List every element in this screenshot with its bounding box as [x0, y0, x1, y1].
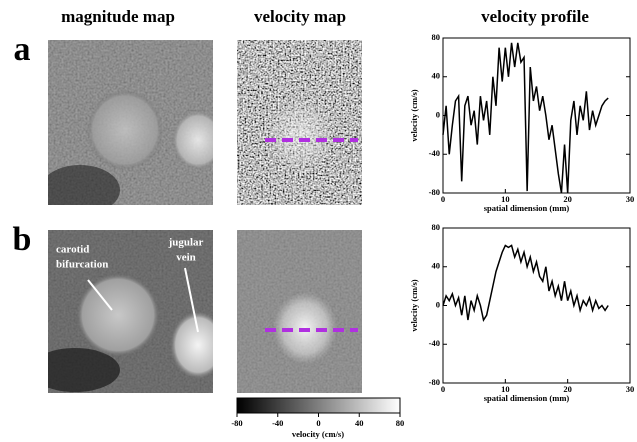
annotation: jugular [168, 237, 204, 249]
velocity-image [237, 230, 362, 393]
y-axis-label: velocity (cm/s) [409, 89, 419, 141]
x-tick-label: 10 [501, 384, 510, 394]
y-tick-label: -40 [429, 338, 440, 348]
y-tick-label: 80 [432, 32, 441, 42]
x-tick-label: 20 [563, 194, 572, 204]
header: magnitude map [61, 7, 175, 26]
magnitude-image [48, 40, 213, 205]
x-tick-label: 0 [441, 194, 445, 204]
magnitude-image [48, 230, 213, 393]
x-tick-label: 30 [626, 194, 635, 204]
panel-label: a [14, 31, 31, 68]
y-tick-label: 40 [432, 71, 441, 81]
x-tick-label: 20 [563, 384, 572, 394]
colorbar-tick-label: -80 [231, 418, 242, 428]
plot-frame [442, 37, 631, 194]
colorbar-tick-label: -40 [272, 418, 283, 428]
x-tick-label: 10 [501, 194, 510, 204]
x-tick-label: 30 [626, 384, 635, 394]
annotation: bifurcation [56, 259, 108, 271]
panel-label: b [13, 221, 32, 258]
colorbar-label: velocity (cm/s) [292, 429, 344, 439]
y-tick-label: 40 [432, 261, 441, 271]
velocity-image [237, 40, 362, 205]
y-tick-label: 80 [432, 222, 441, 232]
x-axis-label: spatial dimension (mm) [484, 393, 570, 403]
y-tick-label: 0 [436, 109, 440, 119]
velocity-line [442, 42, 609, 194]
y-tick-label: 0 [436, 299, 440, 309]
header: velocity profile [481, 7, 589, 26]
colorbar [236, 397, 401, 414]
y-axis-label: velocity (cm/s) [409, 279, 419, 331]
x-axis-label: spatial dimension (mm) [484, 203, 570, 213]
annotation: vein [176, 252, 196, 264]
colorbar-tick-label: 80 [396, 418, 405, 428]
annotation: carotid [56, 244, 89, 256]
header: velocity map [254, 7, 346, 26]
velocity-line [442, 244, 609, 322]
y-tick-label: -80 [429, 377, 440, 387]
y-tick-label: -80 [429, 187, 440, 197]
x-tick-label: 0 [441, 384, 445, 394]
colorbar-tick-label: 0 [316, 418, 320, 428]
y-tick-label: -40 [429, 148, 440, 158]
colorbar-tick-label: 40 [355, 418, 364, 428]
